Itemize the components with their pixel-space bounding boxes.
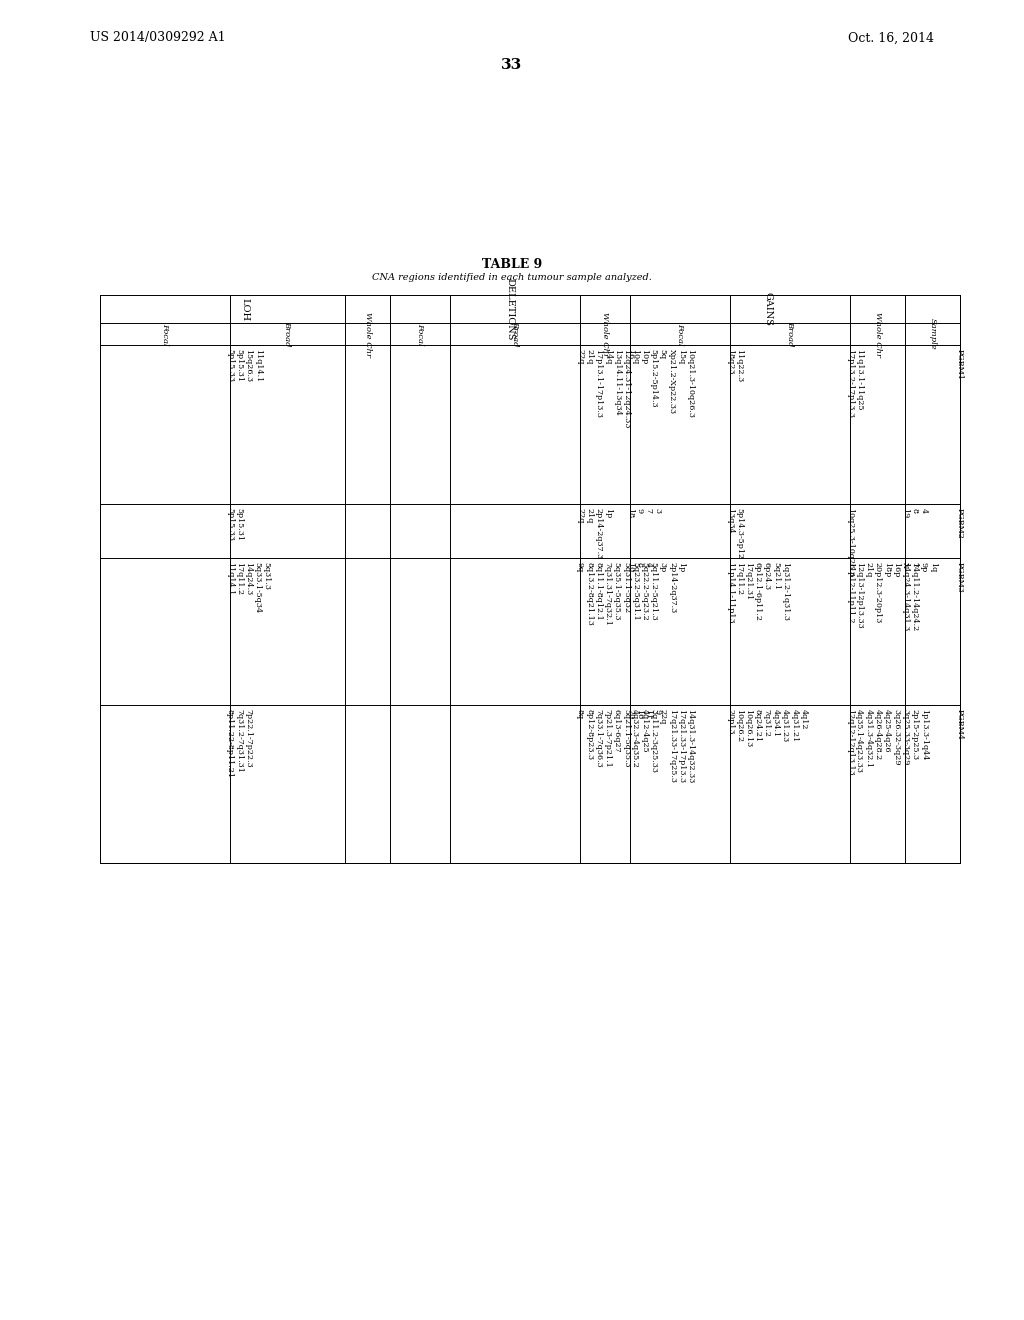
Text: Whole Chr: Whole Chr (364, 312, 372, 356)
Text: PGBM2: PGBM2 (956, 508, 964, 539)
Text: CNA regions identified in each tumour sample analyzed.: CNA regions identified in each tumour sa… (372, 273, 652, 282)
Text: 1q
9p
14q11.2-14q24.2
14q24.3-14q31.3
16p
18p
20p12.3-20p13
21q
12q13-12p13.33
1: 1q 9p 14q11.2-14q24.2 14q24.3-14q31.3 16… (846, 562, 937, 631)
Text: Focal: Focal (416, 323, 424, 346)
Text: PGBM1: PGBM1 (956, 350, 964, 380)
Text: 11q14.1
15q26.3
5p15.31
5p15.33: 11q14.1 15q26.3 5p15.31 5p15.33 (226, 350, 261, 383)
Text: Oct. 16, 2014: Oct. 16, 2014 (848, 32, 934, 45)
Text: 4
8
19: 4 8 19 (901, 508, 928, 517)
Text: 1p
2p14-2q37.3
21q
22q: 1p 2p14-2q37.3 21q 22q (575, 508, 611, 558)
Text: 4q12
4q31.21
4q31.23
4q34.1
7q31.2
8q24.21
10q26.13
10q26.2
20p13: 4q12 4q31.21 4q31.23 4q34.1 7q31.2 8q24.… (726, 709, 808, 747)
Text: 14q31.3-14q32.33
17q21.33-17p13.3
17q21.33-17q25.3
22q
3q11.2-3q25.33
4q12-4q25
: 14q31.3-14q32.33 17q21.33-17p13.3 17q21.… (575, 709, 694, 783)
Text: 7
X: 7 X (901, 562, 919, 568)
Text: US 2014/0309292 A1: US 2014/0309292 A1 (90, 32, 225, 45)
Text: 4
8
10: 4 8 10 (626, 562, 652, 572)
Text: 7p22.1-7p22.3
7q31.2-7q31.31
8p11.22-8p11.21: 7p22.1-7p22.3 7q31.2-7q31.31 8p11.22-8p1… (226, 709, 252, 777)
Text: TABLE 9: TABLE 9 (482, 259, 542, 272)
Text: Whole Chr: Whole Chr (873, 312, 882, 356)
Text: LOH: LOH (241, 297, 250, 321)
Text: PGBM3: PGBM3 (956, 562, 964, 593)
Text: 3
7
9
18: 3 7 9 18 (626, 508, 662, 517)
Text: Broad: Broad (284, 322, 292, 347)
Text: Whole Chr: Whole Chr (601, 312, 609, 356)
Text: 5q31.3
5q33.1-5q34
14q24.3
17q11.2
11q14.1: 5q31.3 5q33.1-5q34 14q24.3 17q11.2 11q14… (226, 562, 270, 612)
Text: 11q22.3
18q23: 11q22.3 18q23 (726, 350, 743, 383)
Text: 33: 33 (502, 58, 522, 73)
Text: 5p14.3-5p12
13q34: 5p14.3-5p12 13q34 (726, 508, 743, 558)
Text: 5p15.31
5p15.33: 5p15.31 5p15.33 (226, 508, 244, 541)
Text: 10q25.3-10q26.3: 10q25.3-10q26.3 (846, 508, 854, 577)
Text: 1q31.2-1q31.3
5q21.1
6p24.3
6p12.1-6p11.2
17q21.31
17q11.2
11p14.1-11p13: 1q31.2-1q31.3 5q21.1 6p24.3 6p12.1-6p11.… (726, 562, 790, 623)
Text: 11q13.1-11q25
17p13.2-17p13.3: 11q13.1-11q25 17p13.2-17p13.3 (846, 350, 863, 418)
Text: 1p13.3-1q44
2p15-2p25.3
3q25.33-3q29
3q26.32-3q29
4q25-4q26
4q26-4q28.2
4q31.3-4: 1p13.3-1q44 2p15-2p25.3 3q25.33-3q29 3q2… (846, 709, 928, 775)
Text: DELETIONS: DELETIONS (506, 277, 514, 341)
Text: Focal: Focal (676, 323, 684, 346)
Text: 1p
2p14-2q37.3
3p
5q11.2-5q21.3
5q22.2-5q23.2
5q23.2-5q31.1
5q31.1-5q32
5q35.1-5: 1p 2p14-2q37.3 3p 5q11.2-5q21.3 5q22.2-5… (575, 562, 685, 626)
Text: Broad: Broad (786, 322, 794, 347)
Text: 9
11
16
20: 9 11 16 20 (626, 709, 662, 719)
Text: GAINS: GAINS (763, 292, 772, 326)
Text: PGBM4: PGBM4 (956, 709, 964, 739)
Text: 16: 16 (626, 350, 634, 359)
Text: Sample: Sample (929, 318, 937, 350)
Text: Focal: Focal (161, 323, 169, 346)
Text: 10q21.3-10q26.3
15q
Xp21.2-Xp22.33
5q
5p15.2-5p14.3
10p
10q
12q24.31-12q24.33
13: 10q21.3-10q26.3 15q Xp21.2-Xp22.33 5q 5p… (575, 350, 694, 429)
Text: Broad: Broad (511, 322, 519, 347)
